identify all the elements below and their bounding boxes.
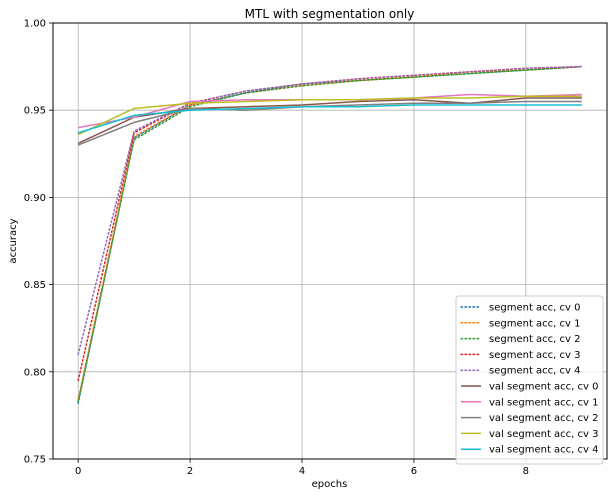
legend-label: segment acc, cv 0	[489, 303, 580, 314]
x-tick-label: 6	[411, 466, 417, 477]
series-line	[77, 104, 582, 134]
series-line	[77, 100, 582, 146]
series-line	[77, 65, 583, 403]
x-tick-label: 8	[523, 466, 529, 477]
legend-label: segment acc, cv 1	[489, 318, 580, 329]
series-line	[77, 95, 582, 136]
series-lines	[77, 65, 583, 404]
legend-label: segment acc, cv 4	[489, 366, 580, 377]
y-tick-label: 1.00	[24, 19, 46, 30]
y-tick-label: 0.85	[24, 280, 46, 291]
y-tick-label: 0.75	[24, 455, 46, 466]
series-line	[77, 65, 583, 401]
legend-label: val segment acc, cv 1	[489, 397, 598, 408]
axis-ticks: 0 2 4 6 8 0.75 0.80 0.85 0.90 0.95 1.00	[24, 19, 529, 478]
legend-label: segment acc, cv 3	[489, 350, 580, 361]
chart-title: MTL with segmentation only	[245, 7, 415, 21]
legend: segment acc, cv 0 segment acc, cv 1 segmen…	[455, 295, 604, 465]
y-tick-label: 0.95	[24, 106, 46, 117]
series-line	[77, 65, 583, 382]
legend-label: val segment acc, cv 0	[489, 382, 598, 393]
legend-box	[455, 295, 604, 465]
plot-frame	[52, 22, 608, 460]
legend-label: val segment acc, cv 2	[489, 413, 598, 424]
x-tick-label: 0	[75, 466, 81, 477]
y-tick-label: 0.80	[24, 367, 46, 378]
x-tick-label: 2	[187, 466, 193, 477]
x-tick-label: 4	[299, 466, 305, 477]
legend-label: val segment acc, cv 4	[489, 445, 598, 456]
legend-label: val segment acc, cv 3	[489, 429, 598, 440]
x-axis-label: epochs	[312, 479, 348, 490]
legend-label: segment acc, cv 2	[489, 334, 580, 345]
y-axis-label: accuracy	[8, 218, 19, 263]
series-line	[77, 65, 583, 356]
y-tick-label: 0.90	[24, 193, 46, 204]
